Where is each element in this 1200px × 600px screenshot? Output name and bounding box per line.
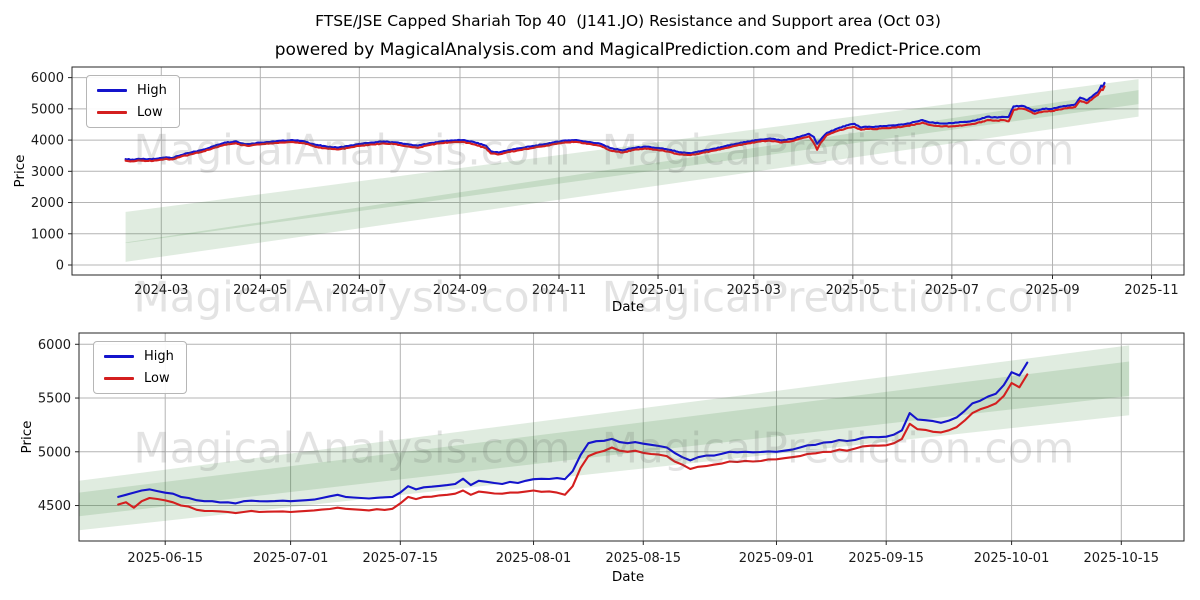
plot-border <box>78 332 1185 542</box>
y-tick-label: 3000 <box>31 165 64 180</box>
x-tick-label: 2025-09-01 <box>739 551 815 566</box>
x-tick-label: 2025-03 <box>727 283 781 298</box>
y-tick-label: 6000 <box>31 71 64 86</box>
low-line <box>124 85 1106 163</box>
top-chart-plot: 2024-03 2024-05 2024-07 2024-09 2024-11 2025-… <box>31 66 1185 298</box>
y-tick-label: 0 <box>56 259 64 274</box>
legend-entry-low: Low <box>104 371 174 386</box>
tick-labels: 2024-03 2024-05 2024-07 2024-09 2024-11 2025-… <box>31 71 1179 298</box>
y-tick-label: 5000 <box>31 102 64 117</box>
top-chart-legend: High Low <box>86 75 180 128</box>
x-tick-label: 2025-07 <box>925 283 979 298</box>
x-tick-label: 2024-07 <box>332 283 386 298</box>
y-tick-label: 1000 <box>31 227 64 242</box>
y-tick-label: 4000 <box>31 134 64 149</box>
x-tick-label: 2025-09 <box>1025 283 1079 298</box>
x-tick-label: 2025-01 <box>631 283 685 298</box>
legend-entry-high: High <box>97 83 167 98</box>
legend-entry-low: Low <box>97 105 167 120</box>
top-x-axis-label: Date <box>611 299 645 315</box>
legend-entry-high: High <box>104 349 174 364</box>
high-line <box>124 81 1106 161</box>
y-tick-label: 2000 <box>31 196 64 211</box>
support-resistance-bands <box>125 79 1139 262</box>
x-tick-label: 2025-08-15 <box>605 551 681 566</box>
low-line <box>117 373 1029 515</box>
trend-band <box>79 345 1130 517</box>
y-tick-label: 6000 <box>38 338 71 353</box>
support-resistance-bands <box>79 345 1130 531</box>
x-tick-label: 2025-09-15 <box>848 551 924 566</box>
trend-band <box>79 361 1130 531</box>
high-line-swatch <box>104 355 134 358</box>
trend-band <box>125 79 1139 244</box>
low-line-swatch <box>104 377 134 380</box>
x-tick-label: 2025-08-01 <box>496 551 572 566</box>
x-tick-label: 2024-05 <box>233 283 287 298</box>
legend-label-high: High <box>137 83 167 98</box>
y-tick-label: 5500 <box>38 392 71 407</box>
tick-labels: 2025-06-15 2025-07-01 2025-07-15 2025-08-01… <box>38 338 1159 566</box>
x-tick-label: 2025-05 <box>826 283 880 298</box>
high-line-swatch <box>97 89 127 92</box>
x-tick-label: 2025-07-15 <box>363 551 439 566</box>
x-tick-label: 2025-10-01 <box>974 551 1050 566</box>
high-line <box>117 361 1029 505</box>
bottom-y-axis-label: Price <box>19 420 35 454</box>
low-line-swatch <box>97 111 127 114</box>
page-title: FTSE/JSE Capped Shariah Top 40 (J141.JO)… <box>315 12 941 30</box>
bottom-x-axis-label: Date <box>611 569 645 585</box>
y-tick-label: 4500 <box>38 499 71 514</box>
x-tick-label: 2024-09 <box>433 283 487 298</box>
y-tick-label: 5000 <box>38 445 71 460</box>
x-tick-label: 2024-11 <box>532 283 586 298</box>
trend-band <box>125 90 1139 262</box>
legend-label-high: High <box>144 349 174 364</box>
x-tick-label: 2025-07-01 <box>253 551 329 566</box>
bottom-chart-legend: High Low <box>93 341 187 394</box>
x-tick-label: 2025-06-15 <box>127 551 203 566</box>
x-tick-label: 2024-03 <box>134 283 188 298</box>
legend-label-low: Low <box>137 105 163 120</box>
gridlines <box>72 67 1184 275</box>
x-tick-label: 2025-10-15 <box>1084 551 1160 566</box>
bottom-chart-plot: 2025-06-15 2025-07-01 2025-07-15 2025-08-01… <box>38 332 1185 566</box>
x-tick-label: 2025-11 <box>1124 283 1178 298</box>
page-subtitle: powered by MagicalAnalysis.com and Magic… <box>274 40 982 60</box>
legend-label-low: Low <box>144 371 170 386</box>
top-y-axis-label: Price <box>12 154 28 188</box>
